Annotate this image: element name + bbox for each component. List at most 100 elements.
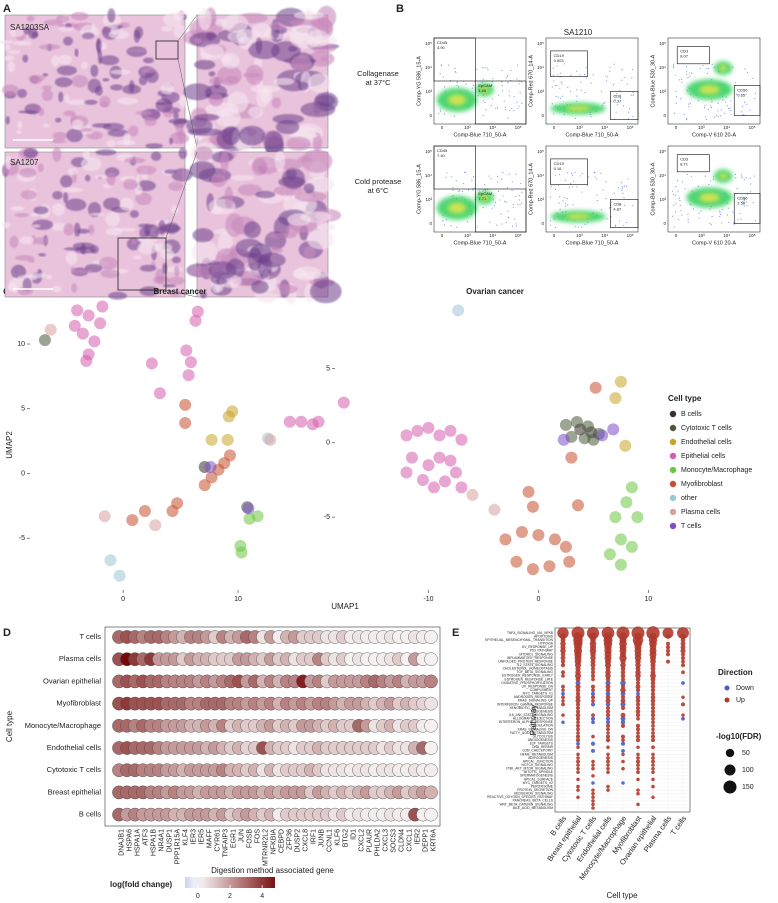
cell-point [222,410,235,423]
x-axis-label: Comp-Blue 710_50-A [566,240,619,246]
gate-label: CD3 [680,49,689,54]
tissue-texture [236,30,248,42]
pathway-dot [650,738,656,743]
event-dot [566,172,568,174]
cell-point [433,429,446,442]
tissue-texture [67,167,79,176]
gate [610,91,639,120]
pathway-dot [665,652,671,657]
tissue-texture [150,151,162,161]
pathway-dot [635,738,641,743]
tissue-texture [169,137,174,145]
y-tick-label: 0 [21,470,25,477]
pathway-dot [650,666,656,672]
event-dot [520,81,522,83]
pathway-dot [651,723,655,728]
event-dot [566,198,568,200]
event-dot [612,84,615,86]
legend-swatch [724,685,730,691]
colorbar-tick-label: 2 [228,893,232,900]
gene-label: IER3 [190,829,197,845]
pathway-dot [636,802,640,807]
event-dot [753,175,755,177]
pathway-dot [650,677,656,682]
event-dot [590,116,592,118]
event-dot [439,110,442,112]
event-dot [708,68,710,70]
event-dot [571,186,573,188]
event-dot [506,75,508,77]
x-axis-label: Digestion method associated gene [211,866,334,875]
cell-point [295,415,308,428]
tissue-texture [58,54,73,65]
y-tick-label: 10⁴ [659,173,666,178]
pathway-dot [620,734,626,739]
pathway-dot [591,795,595,800]
legend-label: T cells [681,523,702,530]
gene-label: HSPA1B [150,829,157,856]
x-tick-label: 10³ [464,125,471,130]
event-dot [585,67,587,69]
x-tick-label: 10⁴ [489,125,496,130]
pathway-dot [576,766,580,771]
event-dot [717,116,719,118]
event-dot [485,109,487,111]
cell-point [427,481,440,494]
pathway-label: MYC_TARGETS_V1 [523,692,554,696]
tissue-texture [95,149,117,156]
size-swatch [725,748,735,758]
x-tick-label: 10⁴ [489,233,496,238]
event-dot [752,201,754,204]
cell-point [449,466,462,479]
event-dot [741,176,743,178]
pathway-dot [575,702,581,707]
pathway-dot [650,734,656,739]
tissue-texture [297,81,309,91]
gene-label: KLF6 [334,829,341,846]
event-dot [484,67,486,69]
event-dot [573,180,575,182]
event-dot [587,221,589,224]
pathway-dot [560,670,566,675]
y-tick-label: 10⁴ [659,65,666,70]
y-tick-label: -5 [19,535,25,542]
pathway-dot [681,695,685,700]
pathway-dot [575,723,581,728]
event-dot [581,226,583,228]
legend-label: Monocyte/Macrophage [681,467,752,474]
tissue-texture [225,213,244,237]
cell-type-points [44,323,277,532]
gate-label: CD56 [737,195,748,200]
pathway-dot [605,705,611,711]
event-dot [621,186,624,188]
pathway-dot [591,698,595,703]
event-dot [741,174,743,176]
pathway-dot [650,695,656,700]
tissue-texture [179,97,187,109]
event-dot [621,187,623,190]
pathway-dot [635,677,641,682]
pathway-dot [636,691,640,696]
event-dot [689,75,691,78]
event-dot [690,175,692,177]
y-tick-label: 10³ [659,89,666,94]
event-dot [473,84,475,87]
event-dot [675,90,677,93]
y-tick-label: 10³ [537,89,544,94]
pathway-dot [605,695,611,700]
tissue-texture [28,75,46,82]
event-dot [614,95,616,97]
tissue-texture [173,112,179,119]
cell-point [145,357,158,370]
pathway-dot [650,709,656,714]
pathway-label: ALLOGRAFT_REJECTION [513,717,554,721]
tissue-texture [123,178,138,190]
event-dot [687,218,689,221]
event-dot [750,183,752,185]
tissue-texture [168,118,190,125]
tissue-texture [211,174,227,188]
y-axis-label: Comp-Blue 530_30-A [650,54,656,107]
legend-label: B cells [681,411,702,418]
event-dot [618,220,621,222]
event-dot [596,200,598,202]
